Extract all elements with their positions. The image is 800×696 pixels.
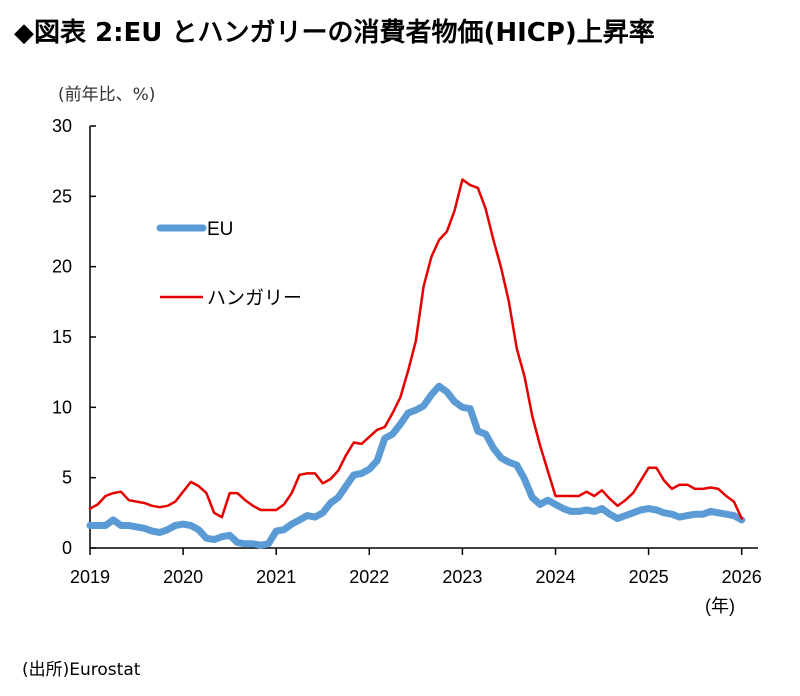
y-tick-label: 5 [62, 468, 72, 488]
x-tick-label: 2024 [535, 567, 575, 587]
source-note: (出所)Eurostat [22, 660, 141, 680]
y-tick-label: 10 [52, 397, 72, 417]
x-tick-label: 2022 [349, 567, 389, 587]
y-tick-label: 25 [52, 186, 72, 206]
legend-label-eu: EU [207, 219, 233, 240]
legend: EU ハンガリー [156, 219, 302, 309]
y-tick-label: 20 [52, 257, 72, 277]
x-tick-label: 2019 [70, 567, 110, 587]
x-tick-label: 2026 [722, 567, 762, 587]
x-tick-label: 2021 [256, 567, 296, 587]
series-lines [86, 178, 746, 549]
y-tick-label: 30 [52, 116, 72, 136]
x-axis-label: (年) [705, 596, 735, 616]
x-tick-label: 2020 [163, 567, 203, 587]
y-axis-label: (前年比、%) [58, 85, 156, 105]
y-tick-label: 15 [52, 327, 72, 347]
legend-label-hungary: ハンガリー [207, 287, 302, 309]
chart-title: ◆図表 2:EU とハンガリーの消費者物価(HICP)上昇率 [14, 18, 655, 48]
series-line-hungary [88, 178, 743, 520]
x-tick-label: 2023 [442, 567, 482, 587]
x-tick-label: 2025 [629, 567, 669, 587]
y-tick-label: 0 [62, 538, 72, 558]
series-line-eu [86, 382, 746, 549]
